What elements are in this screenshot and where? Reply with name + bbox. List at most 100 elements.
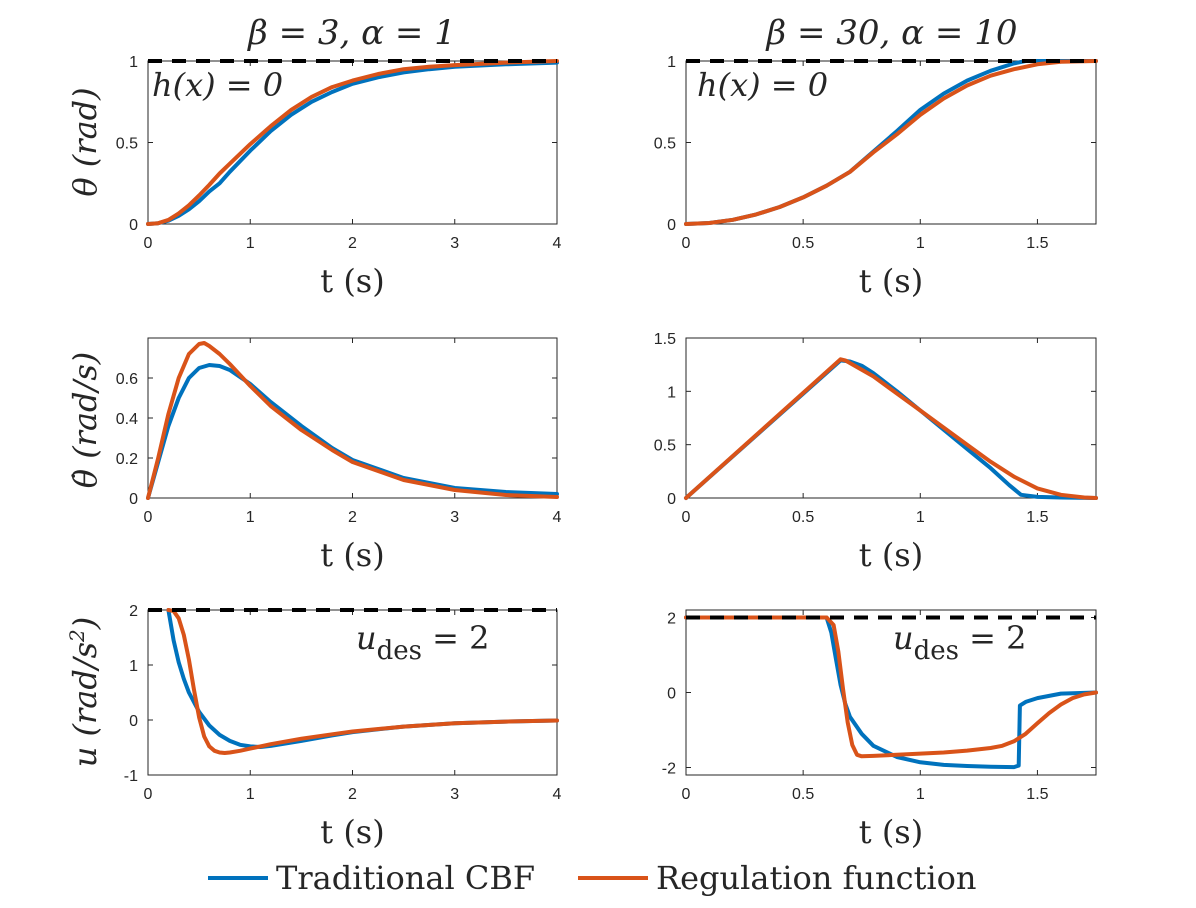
x-tick-label: 3	[450, 509, 459, 526]
x-tick-label: 0.5	[792, 235, 814, 252]
panel-u-right: 0 0.5 1 1.5 -2 0 2 t (s)	[662, 609, 1098, 851]
panel-thetadot-right: 0 0.5 1 1.5 0 0.5 1 1.5 t (s)	[654, 331, 1098, 574]
y-tick-label: 0.6	[116, 371, 138, 388]
title-left-a: β = 3,	[246, 13, 361, 53]
udes-right-sub: des	[914, 636, 959, 666]
x-tick-label: 0	[144, 509, 153, 526]
series-regulation-function	[166, 608, 559, 755]
y-tick-label: 0.5	[654, 136, 676, 153]
series-regulation-function	[684, 357, 1098, 500]
udes-left-sub: des	[377, 636, 422, 666]
x-tick-label: 1	[916, 786, 925, 803]
x-tick-label: 1.5	[1026, 509, 1048, 526]
x-axis-label: t (s)	[859, 813, 923, 851]
x-tick-label: 1	[916, 509, 925, 526]
axes-box	[147, 337, 558, 499]
ylabel-u-sup: 2	[65, 629, 89, 643]
udes-left-base: u	[356, 619, 377, 657]
title-right: β = 30, α = 10	[765, 13, 1018, 53]
axes-box	[685, 337, 1097, 499]
x-axis-label: t (s)	[320, 813, 384, 851]
y-tick-label: 1	[129, 658, 138, 675]
x-axis-label: t (s)	[320, 536, 384, 574]
panel-theta-right: 0 0.5 1 1.5 0 0.5 1 t (s)	[654, 54, 1098, 300]
ylabel-u: u (rad/s2)	[65, 617, 104, 768]
series-regulation-function	[146, 59, 559, 226]
x-tick-label: 0.5	[792, 509, 814, 526]
y-tick-label: 1	[667, 384, 676, 401]
y-tick-label: 0	[667, 217, 676, 234]
legend: Traditional CBF Regulation function	[208, 859, 977, 897]
title-right-a: β = 30,	[765, 13, 902, 53]
x-tick-label: 4	[553, 786, 562, 803]
x-tick-label: 0	[682, 509, 691, 526]
series-regulation-function	[684, 59, 1098, 226]
x-tick-label: 3	[450, 786, 459, 803]
x-tick-label: 2	[348, 509, 357, 526]
ylabel-theta: θ (rad)	[66, 87, 104, 196]
udes-left-value: = 2	[422, 619, 490, 657]
panel-u-left: 0 1 2 3 4 -1 0 1 2 t (s)	[124, 603, 562, 851]
y-tick-label: 2	[129, 603, 138, 620]
annotation-h-left: h(x) = 0	[152, 66, 283, 104]
x-tick-label: 3	[450, 235, 459, 252]
x-tick-label: 1	[246, 235, 255, 252]
x-tick-label: 1	[916, 235, 925, 252]
legend-label-traditional: Traditional CBF	[276, 859, 535, 897]
x-tick-label: 0	[682, 235, 691, 252]
series-regulation-function	[684, 615, 1098, 759]
title-right-b: α = 10	[901, 13, 1017, 53]
panel-thetadot-left: 0 1 2 3 4 0 0.2 0.4 0.6 t (s)	[116, 337, 562, 574]
y-tick-label: 0	[129, 491, 138, 508]
udes-right-value: = 2	[959, 619, 1027, 657]
annotation-h-right: h(x) = 0	[697, 66, 828, 104]
y-tick-label: 0	[667, 686, 676, 703]
series-traditional-cbf	[684, 358, 1098, 500]
y-tick-label: 0.5	[116, 136, 138, 153]
title-left-b: α = 1	[361, 13, 456, 53]
ylabel-u-main: u (rad/s	[66, 642, 104, 767]
series-traditional-cbf	[146, 363, 559, 500]
x-tick-label: 1.5	[1026, 235, 1048, 252]
y-tick-label: 0	[667, 491, 676, 508]
axes-box	[147, 609, 558, 776]
annotation-udes-left: udes = 2	[356, 619, 490, 666]
x-tick-label: 0	[144, 235, 153, 252]
y-tick-label: 0	[129, 713, 138, 730]
x-tick-label: 1.5	[1026, 786, 1048, 803]
annotation-udes-right: udes = 2	[893, 619, 1027, 666]
series-regulation-function	[146, 341, 559, 500]
legend-label-regulation: Regulation function	[656, 859, 977, 897]
x-axis-label: t (s)	[859, 536, 923, 574]
panel-theta-left: 0 1 2 3 4 0 0.5 1 t (s)	[116, 54, 562, 300]
series-traditional-cbf	[146, 60, 559, 226]
y-tick-label: 0.4	[116, 411, 138, 428]
y-tick-label: -1	[124, 768, 138, 785]
x-tick-label: 0	[682, 786, 691, 803]
x-tick-label: 1	[246, 786, 255, 803]
x-tick-label: 4	[553, 235, 562, 252]
y-tick-label: 1.5	[654, 331, 676, 348]
y-tick-label: 2	[667, 611, 676, 628]
ylabel-thetadot: θ̇ (rad/s)	[66, 352, 104, 488]
y-tick-label: 0	[129, 217, 138, 234]
x-axis-label: t (s)	[859, 262, 923, 300]
x-tick-label: 2	[348, 786, 357, 803]
x-tick-label: 1	[246, 509, 255, 526]
x-axis-label: t (s)	[320, 262, 384, 300]
title-left: β = 3, α = 1	[246, 13, 456, 53]
y-tick-label: 1	[667, 54, 676, 71]
y-tick-label: 0.5	[654, 438, 676, 455]
y-tick-label: 0.2	[116, 451, 138, 468]
ylabel-u-close: )	[66, 617, 104, 630]
y-tick-label: 1	[129, 54, 138, 71]
x-tick-label: 0.5	[792, 786, 814, 803]
axes-box	[685, 609, 1097, 776]
y-tick-label: -2	[662, 761, 676, 778]
x-tick-label: 4	[553, 509, 562, 526]
x-tick-label: 2	[348, 235, 357, 252]
udes-right-base: u	[893, 619, 914, 657]
x-tick-label: 0	[144, 786, 153, 803]
series-traditional-cbf	[684, 615, 1098, 770]
